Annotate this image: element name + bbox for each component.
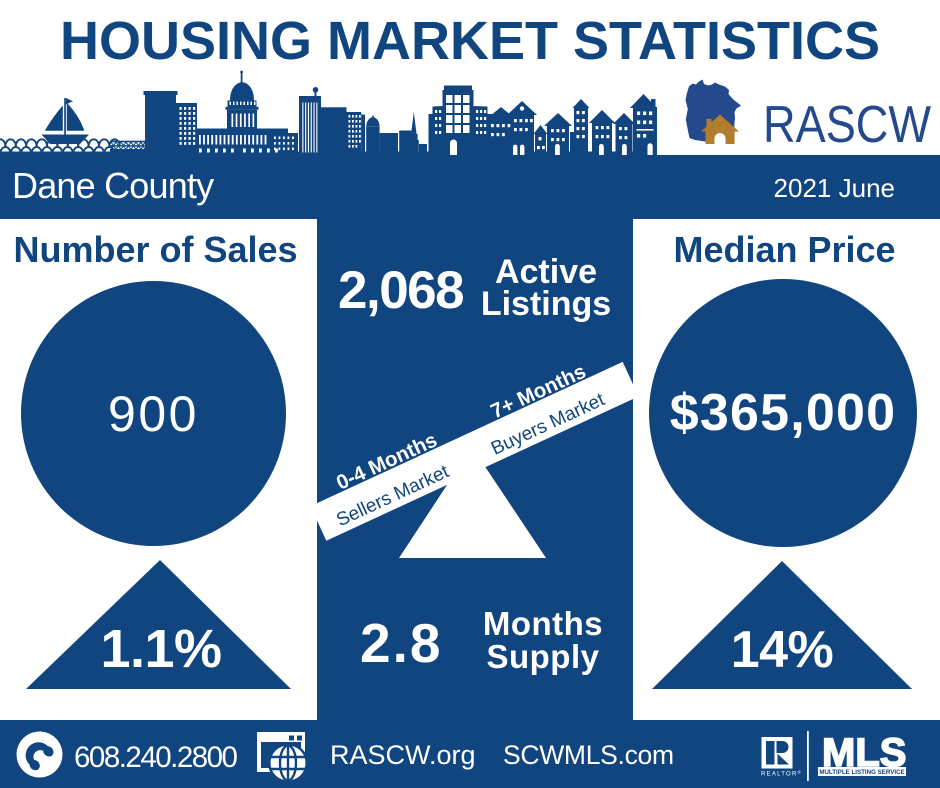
svg-text:REALTOR®: REALTOR®: [761, 769, 802, 778]
svg-text:MULTIPLE LISTING SERVICE: MULTIPLE LISTING SERVICE: [819, 769, 904, 776]
svg-text:RASCW: RASCW: [763, 96, 931, 152]
